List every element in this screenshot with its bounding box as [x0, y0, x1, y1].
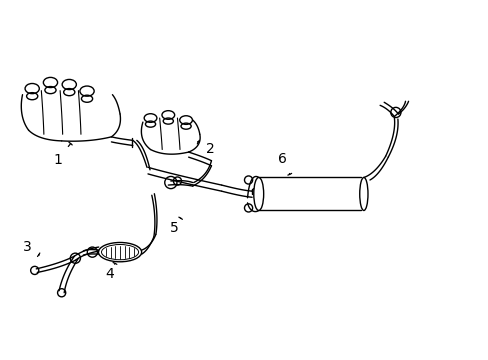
Text: 1: 1 — [53, 142, 72, 167]
Text: 3: 3 — [22, 240, 40, 256]
Text: 6: 6 — [278, 152, 291, 175]
Text: 2: 2 — [197, 140, 214, 156]
Text: 5: 5 — [170, 217, 182, 235]
Text: 4: 4 — [105, 262, 117, 281]
